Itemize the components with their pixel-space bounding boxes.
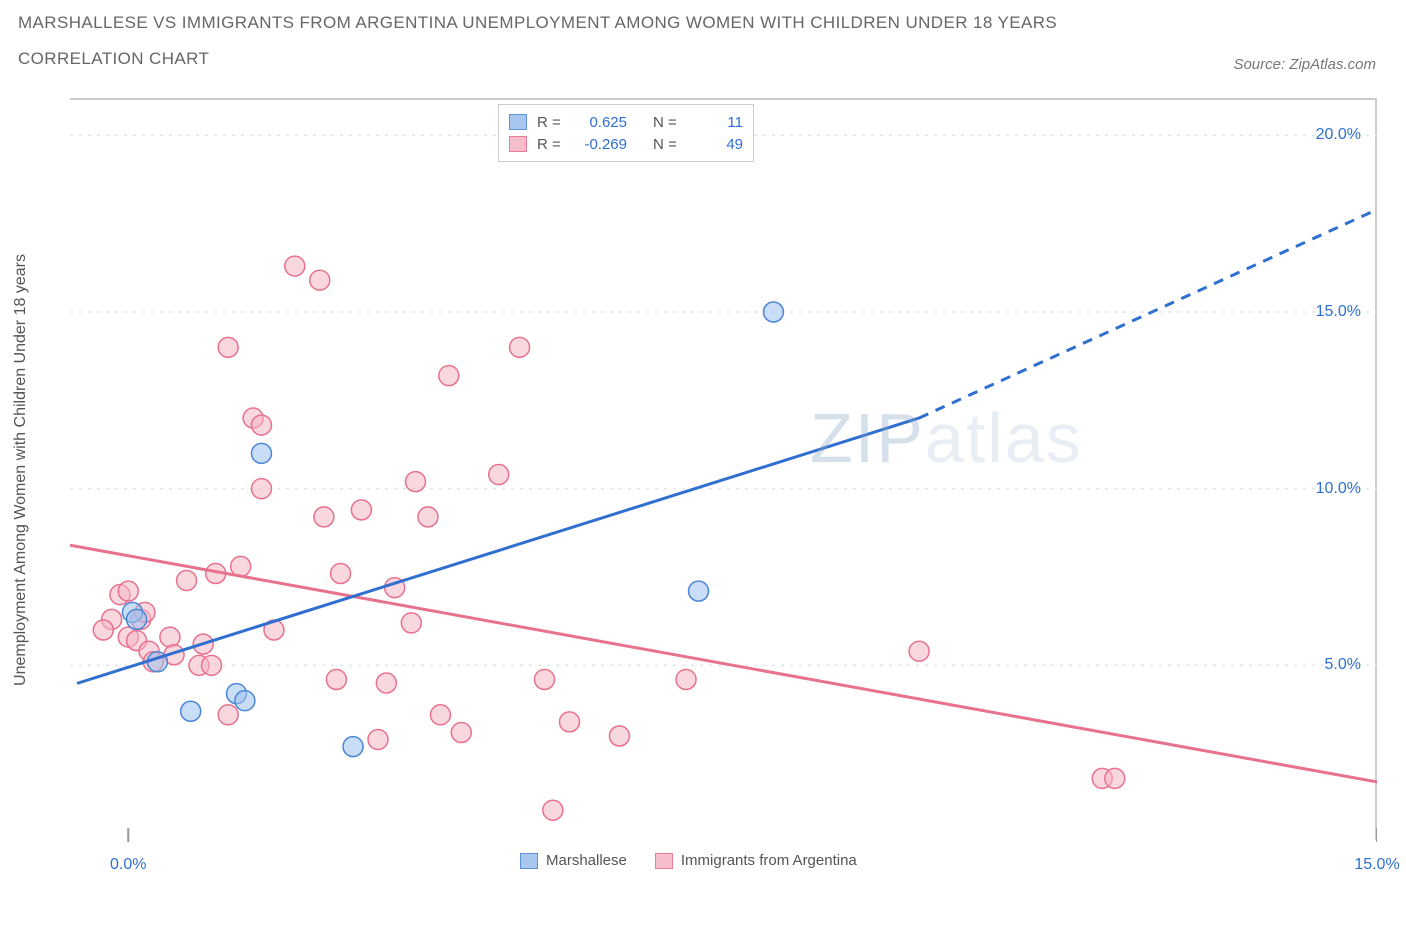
- legend-label: Immigrants from Argentina: [681, 852, 857, 869]
- title-block: MARSHALLESE VS IMMIGRANTS FROM ARGENTINA…: [18, 13, 1057, 69]
- y-tick-label: 10.0%: [1316, 480, 1361, 498]
- legend-label: Marshallese: [546, 852, 627, 869]
- y-axis-label: Unemployment Among Women with Children U…: [12, 254, 30, 686]
- legend-series: Marshallese Immigrants from Argentina: [520, 852, 857, 869]
- title-line-2: CORRELATION CHART: [18, 49, 1057, 69]
- legend-r-label: R =: [537, 114, 563, 131]
- legend-swatch: [509, 114, 527, 130]
- legend-swatch: [520, 853, 538, 869]
- title-line-1: MARSHALLESE VS IMMIGRANTS FROM ARGENTINA…: [18, 13, 1057, 33]
- x-tick-label: 15.0%: [1354, 856, 1399, 874]
- chart-container: MARSHALLESE VS IMMIGRANTS FROM ARGENTINA…: [0, 0, 1406, 930]
- legend-item: Marshallese: [520, 852, 627, 869]
- legend-correlation: R = 0.625 N = 11 R = -0.269 N = 49: [498, 104, 754, 162]
- source-text: Source: ZipAtlas.com: [1233, 56, 1376, 73]
- x-tick-label: 0.0%: [110, 856, 146, 874]
- legend-row: R = 0.625 N = 11: [509, 111, 743, 133]
- y-tick-label: 5.0%: [1325, 656, 1361, 674]
- legend-swatch: [509, 136, 527, 152]
- legend-swatch: [655, 853, 673, 869]
- legend-r-value: -0.269: [573, 136, 627, 153]
- plot-svg: [70, 100, 1377, 842]
- legend-n-value: 49: [689, 136, 743, 153]
- legend-item: Immigrants from Argentina: [655, 852, 857, 869]
- legend-r-label: R =: [537, 136, 563, 153]
- legend-n-value: 11: [689, 114, 743, 131]
- legend-n-label: N =: [653, 136, 679, 153]
- y-tick-label: 15.0%: [1316, 303, 1361, 321]
- y-tick-label: 20.0%: [1316, 126, 1361, 144]
- plot-area: R =0.625N =11R =-0.269N =49 ZIPatlas Mar…: [70, 98, 1377, 840]
- legend-r-value: 0.625: [573, 114, 627, 131]
- legend-row: R = -0.269 N = 49: [509, 133, 743, 155]
- legend-n-label: N =: [653, 114, 679, 131]
